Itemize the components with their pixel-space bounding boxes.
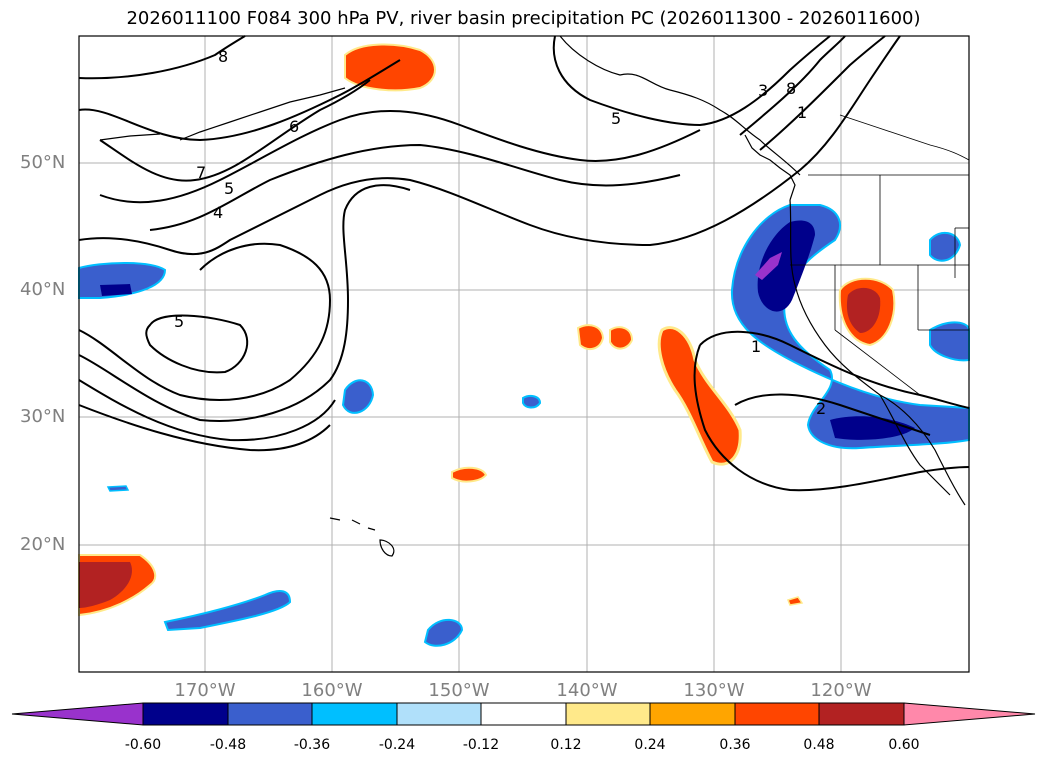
precip-area-rockies bbox=[929, 231, 962, 262]
precip-area-east-pacific-2 bbox=[609, 326, 634, 350]
colorbar-extend-low bbox=[11, 702, 144, 726]
lon-label: 140°W bbox=[556, 680, 618, 701]
coastlines bbox=[99, 35, 966, 557]
contour-label: 5 bbox=[611, 109, 621, 128]
colorbar-tick: 0.36 bbox=[719, 737, 751, 753]
positive-precip-areas bbox=[78, 43, 896, 617]
gridlines bbox=[79, 36, 969, 672]
map-title: 2026011100 F084 300 hPa PV, river basin … bbox=[126, 8, 921, 29]
contour-wave bbox=[78, 35, 901, 256]
alaska-coast bbox=[559, 35, 801, 176]
contour-label: 6 bbox=[289, 117, 299, 136]
contour-7 bbox=[99, 79, 371, 182]
precip-area-tiny bbox=[106, 485, 130, 492]
contour-labels: 8 6 7 5 4 5 5 3 8 1 1 2 bbox=[174, 47, 826, 418]
aleutians bbox=[179, 87, 346, 141]
hawaii bbox=[329, 517, 395, 557]
contour-4 bbox=[149, 143, 681, 231]
contour-1-north bbox=[759, 35, 886, 151]
contour-label: 7 bbox=[196, 163, 206, 182]
precip-area-south-small bbox=[423, 618, 464, 647]
state-borders bbox=[790, 114, 970, 396]
colorbar-tick: -0.24 bbox=[378, 737, 416, 753]
contour-label: 1 bbox=[797, 103, 807, 122]
contour-outer-loop-1 bbox=[78, 242, 332, 401]
lon-label: 150°W bbox=[428, 680, 490, 701]
colorbar-swatch bbox=[649, 702, 736, 726]
colorbar-tick: -0.12 bbox=[462, 737, 500, 753]
contour-label: 5 bbox=[224, 179, 234, 198]
contour-label: 5 bbox=[174, 312, 184, 331]
colorbar-tick: 0.48 bbox=[803, 737, 835, 753]
precip-area-tiny-pos bbox=[786, 596, 804, 606]
lon-label: 120°W bbox=[810, 680, 872, 701]
colorbar-tick: -0.60 bbox=[124, 737, 162, 753]
precip-area-dateline bbox=[78, 262, 167, 299]
colorbar-swatch bbox=[311, 702, 398, 726]
colorbar bbox=[11, 702, 1036, 726]
contour-label: 2 bbox=[816, 399, 826, 418]
lon-label: 170°W bbox=[174, 680, 236, 701]
colorbar-tick: -0.48 bbox=[209, 737, 247, 753]
colorbar-swatch bbox=[734, 702, 820, 726]
precip-area-small bbox=[522, 394, 542, 409]
colorbar-extend-high bbox=[903, 702, 1036, 726]
contour-3 bbox=[552, 35, 831, 127]
contour-1-east bbox=[699, 330, 970, 409]
contour-label: 4 bbox=[213, 203, 223, 222]
baja bbox=[879, 394, 951, 496]
contour-outer-loop-3 bbox=[78, 379, 336, 442]
lat-label: 30°N bbox=[20, 406, 66, 427]
lat-label: 20°N bbox=[20, 534, 66, 555]
colorbar-swatch bbox=[396, 702, 482, 726]
precip-area-west-coast-core bbox=[757, 220, 815, 312]
contour-label: 3 bbox=[758, 81, 768, 100]
colorbar-swatch bbox=[142, 702, 229, 726]
contour-8-west bbox=[78, 35, 246, 80]
precip-area-nevada-core bbox=[846, 287, 881, 333]
colorbar-tick: 0.12 bbox=[550, 737, 582, 753]
colorbar-swatch bbox=[480, 702, 567, 726]
contour-label: 1 bbox=[751, 337, 761, 356]
lon-label: 130°W bbox=[683, 680, 745, 701]
precip-area-dateline-core bbox=[100, 284, 132, 296]
colorbar-tick: -0.36 bbox=[293, 737, 331, 753]
contour-label: 8 bbox=[218, 47, 228, 66]
contour-2-inner bbox=[734, 393, 931, 436]
lat-label: 50°N bbox=[20, 152, 66, 173]
lon-label: 160°W bbox=[301, 680, 363, 701]
aleutians-west bbox=[99, 133, 161, 141]
precip-area-southwest-core bbox=[79, 562, 132, 608]
contour-2-east bbox=[693, 344, 970, 492]
colorbar-tick: 0.60 bbox=[888, 737, 920, 753]
colorbar-swatch bbox=[818, 702, 905, 726]
contour-5-north bbox=[99, 109, 701, 204]
contour-5-loop bbox=[145, 314, 249, 374]
contour-8-east bbox=[739, 35, 846, 136]
contour-label: 8 bbox=[786, 79, 796, 98]
colorbar-tick: 0.24 bbox=[634, 737, 666, 753]
precip-area-west-coast-peak bbox=[755, 252, 782, 280]
precip-area-gulf-alaska bbox=[344, 43, 436, 92]
contour-outer-loop-2 bbox=[78, 184, 411, 422]
precip-area-south-band bbox=[163, 589, 292, 632]
colorbar-swatch bbox=[227, 702, 313, 726]
pv-contours bbox=[78, 35, 970, 492]
precip-area-east-pacific-1 bbox=[576, 324, 605, 351]
precip-area-mid-pacific bbox=[341, 379, 375, 414]
bc-coast bbox=[744, 134, 796, 201]
precip-area-central bbox=[451, 466, 488, 483]
colorbar-swatch bbox=[565, 702, 651, 726]
contour-6 bbox=[78, 59, 401, 142]
lat-label: 40°N bbox=[20, 279, 66, 300]
contour-outer-loop-4 bbox=[78, 404, 331, 452]
us-west-coast bbox=[789, 199, 966, 506]
